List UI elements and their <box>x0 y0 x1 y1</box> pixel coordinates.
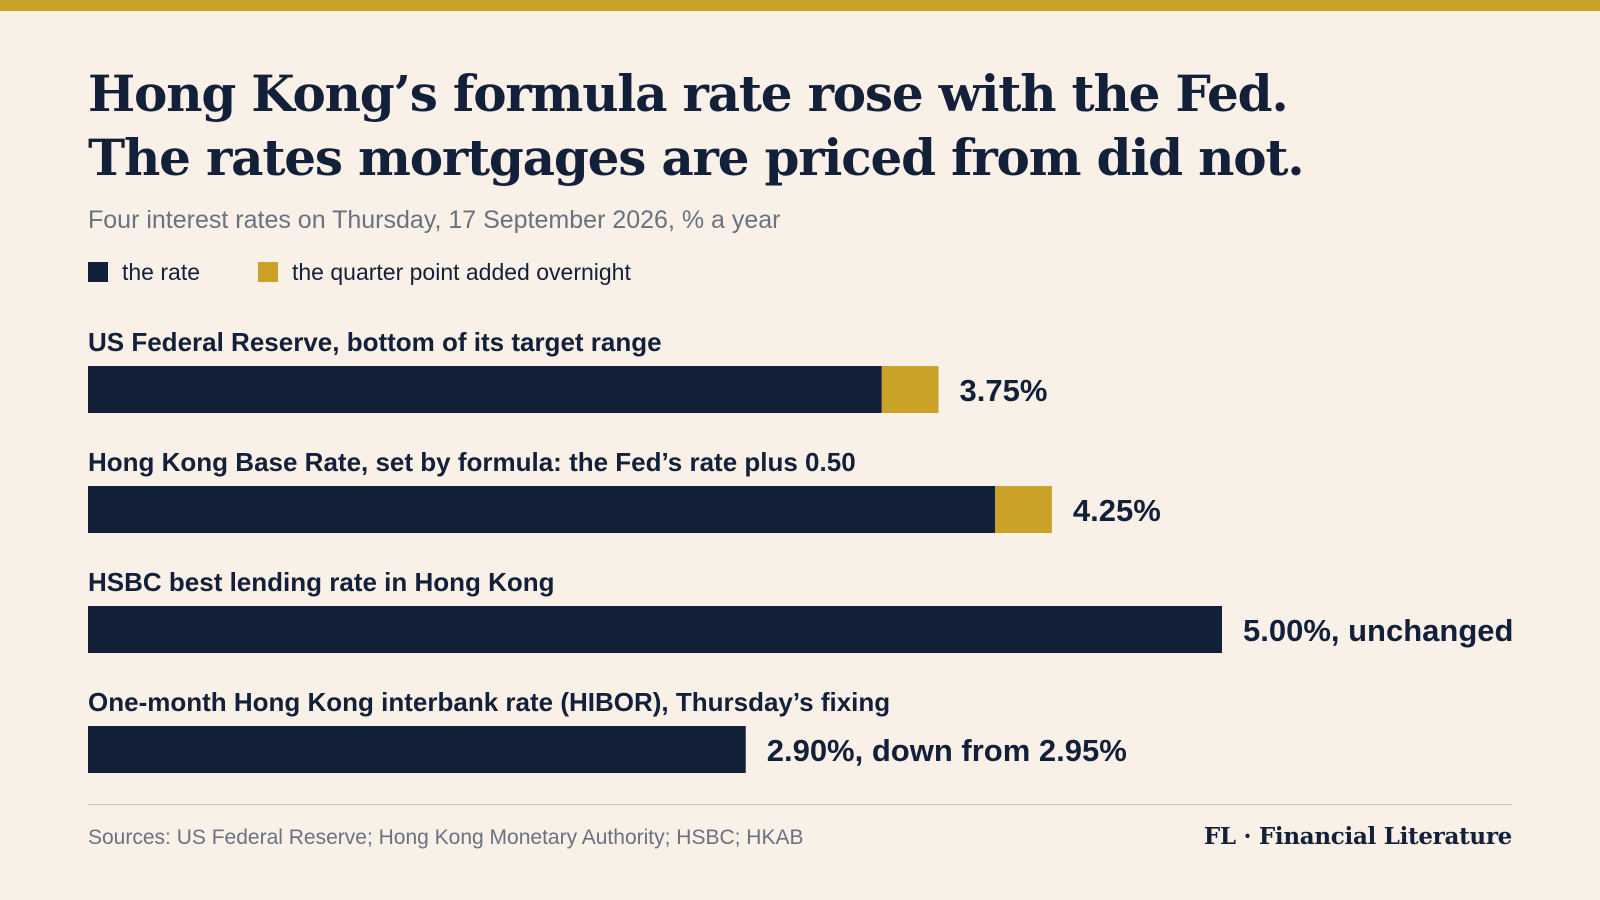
chart-title: Hong Kong’s formula rate rose with the F… <box>88 62 1528 190</box>
row-label-3: HSBC best lending rate in Hong Kong <box>88 567 555 597</box>
title-line-1: Hong Kong’s formula rate rose with the F… <box>88 64 1289 123</box>
title-line-2: The rates mortgages are priced from did … <box>88 128 1305 187</box>
legend: the rate the quarter point added overnig… <box>88 258 689 286</box>
value-label-2: 4.25% <box>1073 493 1161 528</box>
row-label-2: Hong Kong Base Rate, set by formula: the… <box>88 447 856 477</box>
bar-rate-2 <box>88 486 996 533</box>
bar-rate-1 <box>88 366 882 413</box>
row-label-1: US Federal Reserve, bottom of its target… <box>88 327 662 357</box>
bar-rate-3 <box>88 606 1222 653</box>
value-label-1: 3.75% <box>960 373 1048 408</box>
legend-swatch-increase <box>258 262 278 282</box>
value-label-4: 2.90%, down from 2.95% <box>767 733 1127 768</box>
bar-rate-4 <box>88 726 746 773</box>
legend-item-rate: the rate <box>88 259 200 286</box>
footer-divider <box>88 804 1512 805</box>
bar-increase-2 <box>995 486 1052 533</box>
legend-item-increase: the quarter point added overnight <box>258 259 631 286</box>
legend-swatch-rate <box>88 262 108 282</box>
legend-label-increase: the quarter point added overnight <box>292 258 631 285</box>
legend-label-rate: the rate <box>122 258 200 285</box>
row-label-4: One-month Hong Kong interbank rate (HIBO… <box>88 687 890 717</box>
chart-subtitle: Four interest rates on Thursday, 17 Sept… <box>88 206 781 234</box>
sources-note: Sources: US Federal Reserve; Hong Kong M… <box>88 826 804 849</box>
publisher-brand: FL · Financial Literature <box>1203 823 1512 850</box>
bar-increase-1 <box>881 366 939 413</box>
top-accent-rule <box>0 0 1600 11</box>
value-label-3: 5.00%, unchanged <box>1243 613 1513 648</box>
